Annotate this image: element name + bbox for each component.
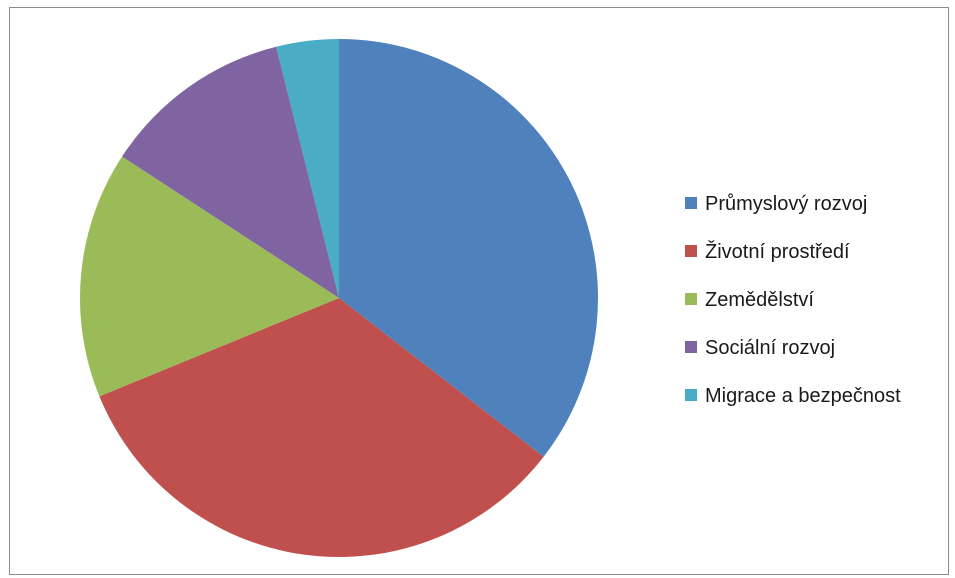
legend-swatch-3 xyxy=(685,293,697,305)
pie-slice-2 xyxy=(99,298,544,557)
legend-label-3: Zemědělství xyxy=(705,289,814,311)
legend-swatch-5 xyxy=(685,389,697,401)
pie-slice-5 xyxy=(276,39,339,298)
pie-slice-4 xyxy=(122,46,340,298)
pie-slices xyxy=(80,39,598,557)
legend-swatch-4 xyxy=(685,341,697,353)
pie-slice-3 xyxy=(80,156,339,397)
pie-slice-1 xyxy=(339,39,598,457)
legend-label-4: Sociální rozvoj xyxy=(705,337,835,359)
legend-label-2: Životní prostředí xyxy=(705,240,850,263)
legend-label-5: Migrace a bezpečnost xyxy=(705,385,901,407)
legend-label-1: Průmyslový rozvoj xyxy=(705,193,867,215)
legend-swatch-2 xyxy=(685,245,697,257)
legend: Průmyslový rozvoj Životní prostředí Zemědě… xyxy=(685,193,901,407)
legend-swatch-1 xyxy=(685,197,697,209)
